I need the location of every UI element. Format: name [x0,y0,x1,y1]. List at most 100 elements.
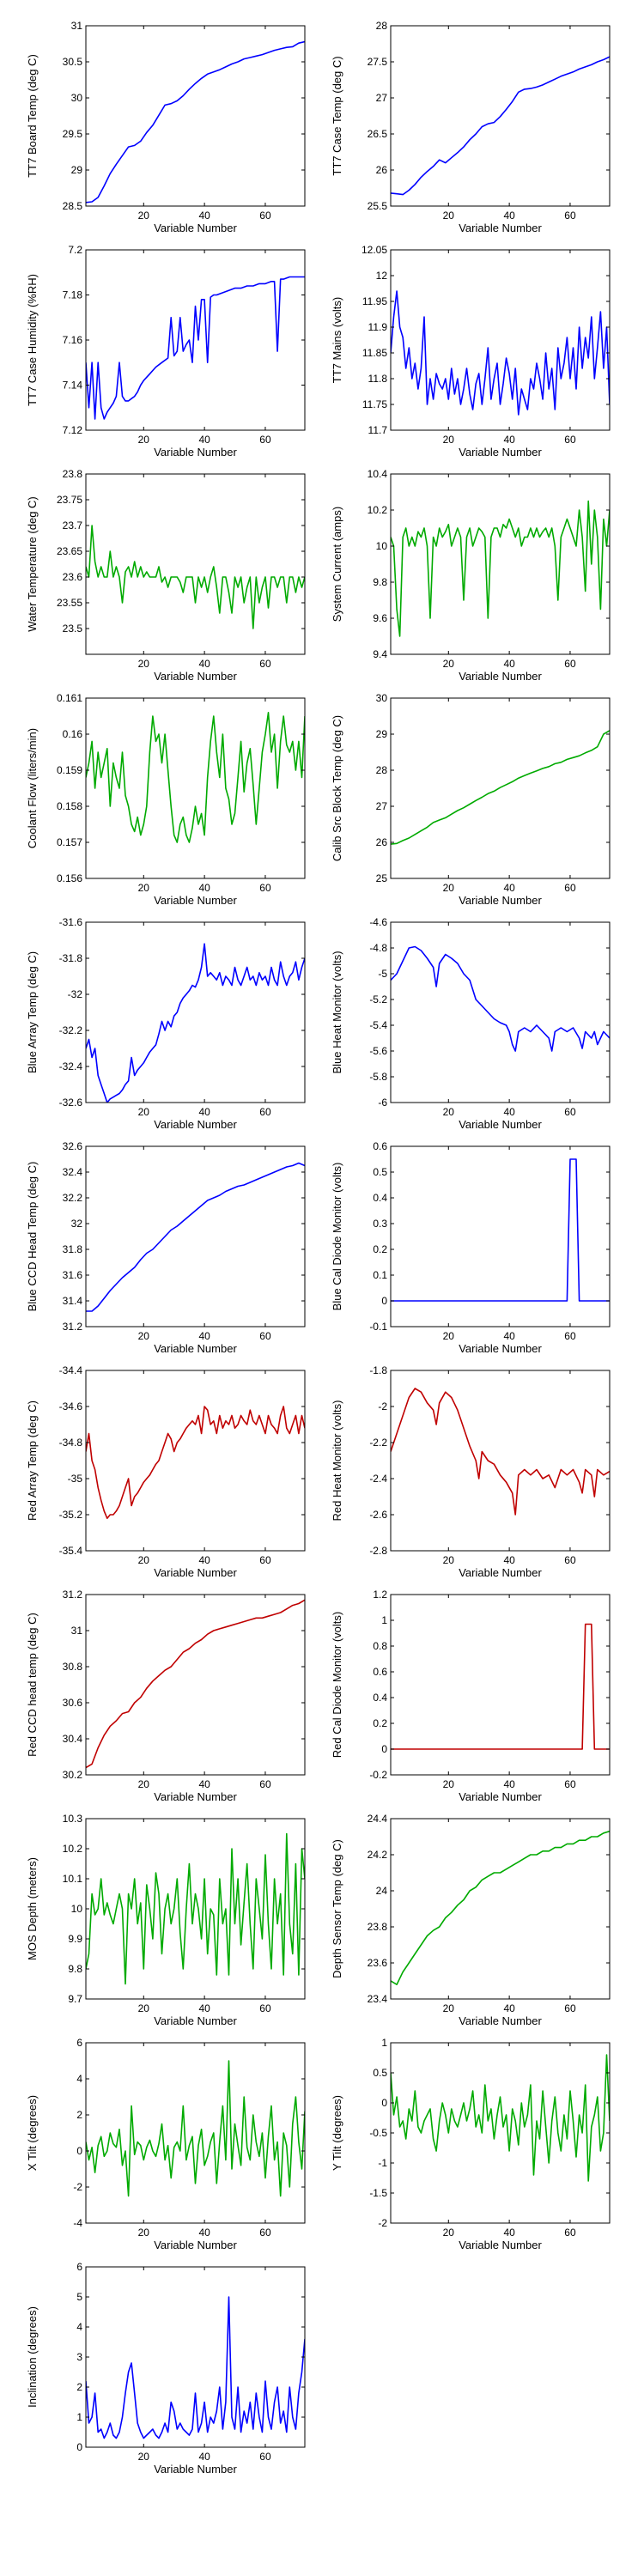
plot-frame [85,249,306,431]
series-line [86,943,305,1103]
y-tick-label: 9.8 [68,1963,82,1975]
y-tick-label: 30.4 [63,1733,83,1745]
y-tick-label: -31.8 [59,952,83,964]
y-tick-label: 0 [76,2441,82,2453]
y-axis-label: TT7 Board Temp (deg C) [26,54,39,178]
y-tick-label: 10.2 [63,1843,83,1855]
y-tick-label: 32.2 [63,1192,83,1204]
x-tick-label: 40 [198,1106,210,1118]
x-tick-label: 60 [259,1554,271,1566]
x-tick-label: 40 [503,1778,515,1790]
x-tick-label: 60 [564,2002,576,2014]
plot-frame [85,1370,306,1552]
y-tick-label: 0 [381,1295,387,1307]
chart-panel: -0.2 0 0.2 0.4 0.6 0.8 1 1.2 20 40 60 Variable Numb… [331,1589,611,1803]
y-tick-label: 0.6 [373,1666,387,1678]
x-axis-label: Variable Number [459,2239,542,2251]
y-tick-label: -2.8 [369,1545,387,1557]
x-tick-label: 20 [443,882,455,894]
x-axis-label: Variable Number [154,894,237,907]
y-tick-label: 27.5 [368,56,388,68]
chart-panel: -6 -5.8 -5.6 -5.4 -5.2 -5 -4.8 -4.6 20 40 60 Variab… [331,916,611,1131]
chart-panel: 23.5 23.55 23.6 23.65 23.7 23.75 23.8 20 40 60 Var… [26,468,306,683]
x-tick-label: 40 [503,1330,515,1342]
x-tick-label: 20 [138,882,150,894]
y-axis-label: Blue Cal Diode Monitor (volts) [331,1163,343,1311]
y-tick-label: 4 [76,2073,82,2085]
y-tick-label: -6 [378,1097,387,1109]
x-axis-label: Variable Number [459,670,542,683]
y-tick-label: 0.2 [373,1717,387,1729]
x-axis-label: Variable Number [154,2463,237,2476]
x-tick-label: 60 [564,1330,576,1342]
y-tick-label: 9.9 [68,1933,82,1945]
y-tick-label: 24.2 [368,1849,388,1861]
y-tick-label: 2 [76,2109,82,2121]
y-tick-label: -35 [68,1473,83,1485]
y-tick-label: 26 [376,836,388,848]
y-tick-label: 0.6 [373,1140,387,1152]
y-tick-label: -5.2 [369,993,387,1005]
y-tick-label: 28 [376,20,388,32]
y-tick-label: 9.7 [68,1993,82,2005]
series-line [391,290,610,416]
y-tick-label: 11.8 [368,373,388,385]
y-tick-label: 31.2 [63,1321,83,1333]
y-tick-label: 0.157 [57,836,82,848]
y-tick-label: -0.5 [369,2127,387,2139]
y-tick-label: 0.8 [373,1640,387,1652]
y-tick-label: 9.6 [373,612,387,624]
y-tick-label: 0 [381,2097,387,2109]
series-line [391,1623,610,1750]
y-tick-label: 12 [376,270,388,282]
x-tick-label: 20 [138,1106,150,1118]
chart-panel: 28.5 29 29.5 30 30.5 31 20 40 60 Variable Number T… [26,20,306,234]
chart-panel: 23.4 23.6 23.8 24 24.2 24.4 20 40 60 Variable Num… [331,1813,611,2027]
plot-frame [85,921,306,1103]
y-tick-label: 27 [376,92,388,104]
y-axis-label: System Current (amps) [331,507,343,622]
y-tick-label: 10.1 [63,1873,83,1885]
x-tick-label: 40 [198,2451,210,2463]
y-tick-label: -32.6 [59,1097,83,1109]
y-tick-label: 30.2 [63,1769,83,1781]
x-tick-label: 60 [564,2227,576,2239]
x-tick-label: 60 [564,882,576,894]
x-tick-label: 20 [443,2002,455,2014]
x-tick-label: 60 [564,658,576,670]
y-tick-label: 25.5 [368,200,388,212]
x-tick-label: 60 [564,1778,576,1790]
plot-frame [390,1594,611,1776]
series-line [391,500,610,637]
y-tick-label: 9.4 [373,648,387,660]
chart-panel: 7.12 7.14 7.16 7.18 7.2 20 40 60 Variable Number… [26,244,306,459]
y-tick-label: 11.85 [362,347,387,359]
chart-panel: 9.4 9.6 9.8 10 10.2 10.4 20 40 60 Variable Number… [331,468,611,683]
series-line [391,2054,610,2182]
y-tick-label: -35.4 [59,1545,83,1557]
y-tick-label: -2 [73,2181,82,2193]
x-axis-label: Variable Number [154,1118,237,1131]
y-tick-label: 31 [71,1625,83,1637]
y-axis-label: X Tilt (degrees) [26,2095,39,2171]
y-tick-label: 7.2 [68,244,82,256]
y-tick-label: 32.6 [63,1140,83,1152]
y-tick-label: 0.4 [373,1192,387,1204]
series-line [86,525,305,629]
series-line [391,945,610,1052]
y-tick-label: -2.6 [369,1509,387,1521]
y-axis-label: Depth Sensor Temp (deg C) [331,1839,343,1978]
y-tick-label: -2.4 [369,1473,387,1485]
y-axis-label: Y Tilt (degrees) [331,2095,343,2171]
y-axis-label: Blue Heat Monitor (volts) [331,951,343,1073]
y-tick-label: 2 [76,2381,82,2393]
plot-frame [390,1818,611,2000]
x-tick-label: 60 [564,434,576,446]
y-tick-label: 23.6 [63,571,83,583]
y-tick-label: -2.2 [369,1437,387,1449]
y-axis-label: Red Heat Monitor (volts) [331,1400,343,1522]
plot-frame [85,697,306,879]
y-axis-label: Blue CCD Head Temp (deg C) [26,1162,39,1312]
x-tick-label: 40 [198,1778,210,1790]
